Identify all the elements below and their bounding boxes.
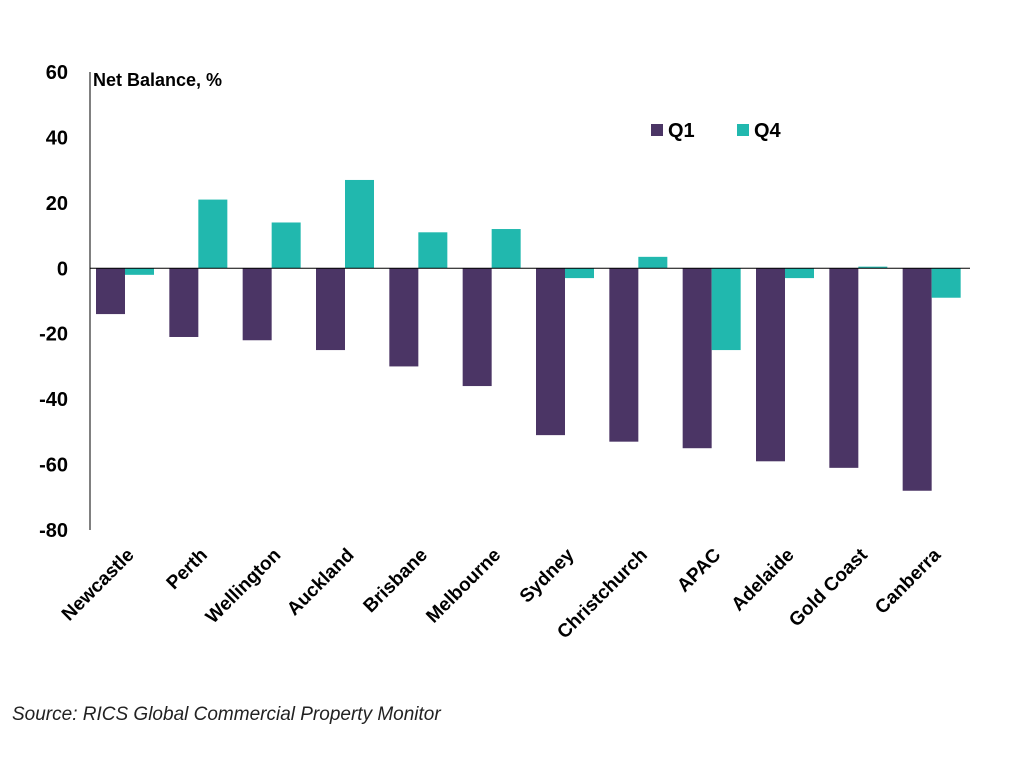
bar-q4: [345, 179, 374, 269]
source-note: Source: RICS Global Commercial Property …: [12, 704, 441, 725]
bar-q4: [125, 268, 154, 275]
bar-q4: [491, 229, 521, 269]
bar-q1: [536, 268, 565, 436]
y-tick-label: -40: [39, 389, 68, 411]
bar-q4: [638, 256, 668, 269]
bar-q1: [462, 268, 492, 387]
bar-q1: [242, 268, 272, 341]
bar-q4: [711, 268, 741, 351]
bar-q1: [389, 268, 419, 367]
y-tick-label: -80: [39, 520, 68, 542]
y-axis-title: Net Balance, %: [93, 70, 222, 90]
y-tick-label: 20: [46, 193, 68, 215]
bar-q4: [198, 199, 228, 269]
y-tick-label: 40: [46, 127, 68, 149]
bar-q1: [316, 268, 345, 351]
x-category-label: Melbourne: [422, 545, 505, 628]
x-category-label: Adelaide: [728, 545, 799, 616]
x-category-label: Wellington: [202, 545, 285, 628]
bar-q1: [96, 268, 125, 315]
x-category-label: APAC: [673, 544, 725, 596]
y-tick-label: -60: [39, 455, 68, 477]
x-category-label: Sydney: [516, 544, 579, 607]
bar-q1: [756, 268, 785, 462]
y-tick-label: -20: [39, 324, 68, 346]
bar-q4: [271, 222, 301, 269]
plot-area: 60 40 20 0 -20 -40 -60 -80 Net Balance, % Newcast…: [39, 62, 970, 643]
bar-q4: [858, 266, 888, 269]
chart: 60 40 20 0 -20 -40 -60 -80 Net Balance, % Newcast…: [39, 62, 970, 643]
x-category-label: Gold Coast: [785, 544, 872, 631]
x-category-label: Auckland: [283, 545, 358, 620]
legend-label-q4: Q4: [754, 120, 782, 142]
bar-q1: [829, 268, 859, 468]
bar-q1: [902, 268, 932, 491]
bar-q4: [931, 268, 961, 298]
y-tick-label: 0: [57, 258, 68, 280]
legend-swatch-q1: [651, 124, 663, 136]
bar-q4: [565, 268, 594, 279]
bar-q4: [785, 268, 814, 279]
x-category-label: Newcastle: [58, 545, 139, 626]
x-category-label: Canberra: [871, 544, 945, 618]
bar-q1: [682, 268, 712, 449]
y-tick-label: 60: [46, 62, 68, 84]
bar-q1: [169, 268, 199, 337]
legend-swatch-q4: [737, 124, 749, 136]
bar-q4: [418, 232, 448, 269]
bar-q1: [609, 268, 639, 442]
legend-label-q1: Q1: [668, 120, 695, 142]
x-category-label: Perth: [163, 545, 212, 594]
x-category-label: Brisbane: [360, 545, 432, 617]
